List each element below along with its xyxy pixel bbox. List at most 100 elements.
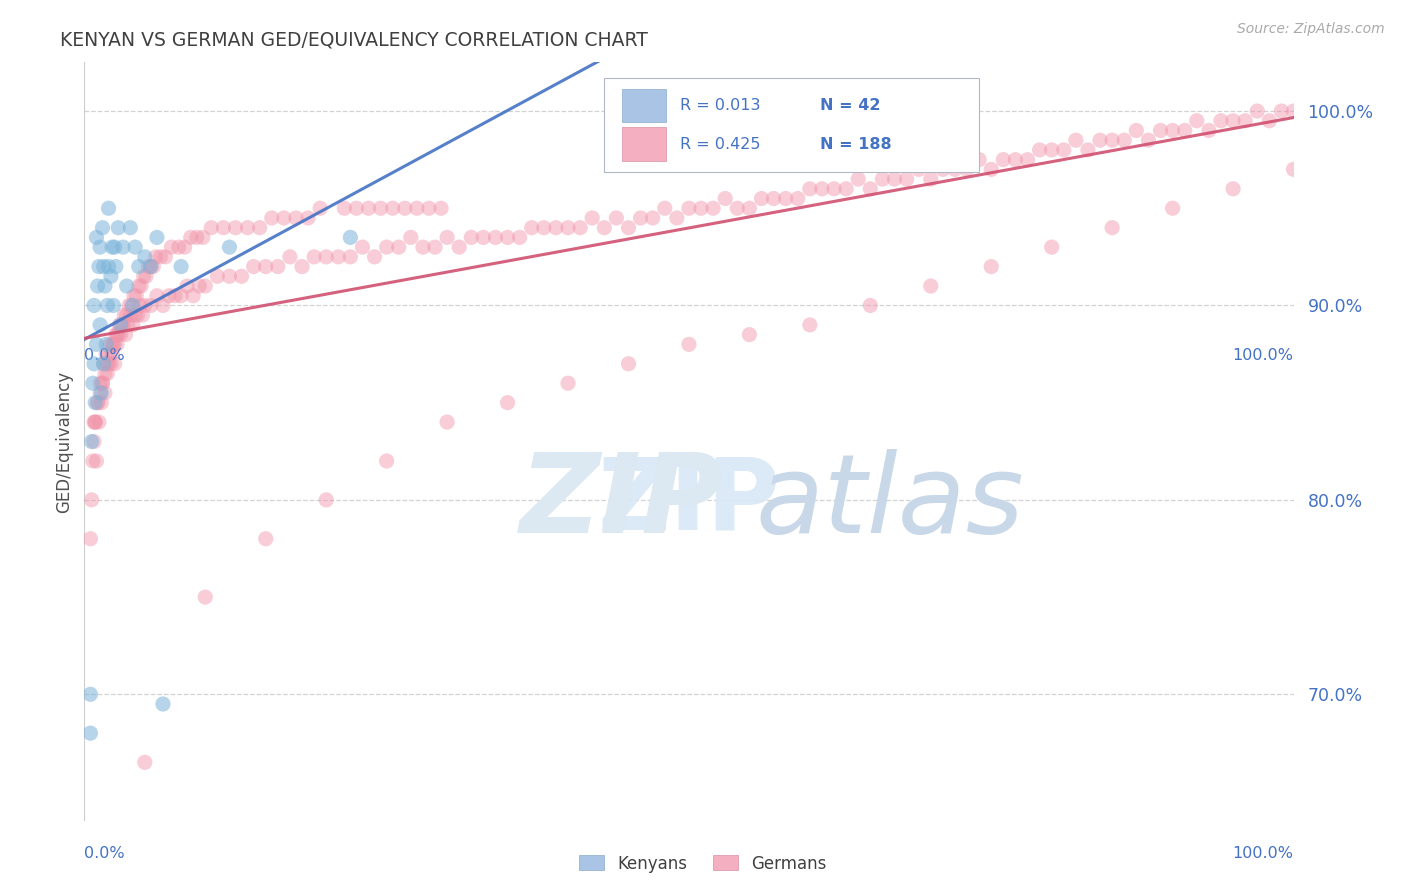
Text: R = 0.013: R = 0.013 <box>681 98 761 113</box>
Point <box>1064 133 1087 147</box>
Point <box>751 192 773 206</box>
Point <box>149 250 172 264</box>
Point <box>128 260 150 274</box>
Point <box>436 415 458 429</box>
Point <box>89 376 111 391</box>
Point <box>472 230 495 244</box>
Point <box>980 162 1002 177</box>
Point <box>93 357 115 371</box>
Point <box>86 395 108 409</box>
Point <box>328 250 350 264</box>
Point <box>83 434 105 449</box>
Point <box>101 337 124 351</box>
Point <box>83 415 105 429</box>
Point <box>1246 103 1268 118</box>
Point <box>1282 103 1305 118</box>
Point <box>1077 143 1099 157</box>
Point <box>956 162 979 177</box>
Point <box>738 201 761 215</box>
Point <box>134 756 156 770</box>
Point <box>94 279 117 293</box>
Point <box>86 395 108 409</box>
Point <box>112 308 135 322</box>
Point <box>165 289 187 303</box>
Point <box>207 269 229 284</box>
Point <box>932 162 955 177</box>
Point <box>1088 133 1111 147</box>
Point <box>200 220 222 235</box>
Point <box>107 220 129 235</box>
Point <box>394 201 416 215</box>
Point <box>181 289 204 303</box>
Point <box>297 211 319 225</box>
Point <box>218 269 240 284</box>
Point <box>399 230 422 244</box>
Point <box>114 327 136 342</box>
Point <box>520 220 543 235</box>
Point <box>544 220 567 235</box>
Point <box>533 220 555 235</box>
Point <box>84 415 107 429</box>
Point <box>254 532 277 546</box>
Text: ZIP: ZIP <box>598 454 780 550</box>
Point <box>120 220 142 235</box>
Point <box>107 327 129 342</box>
Point <box>100 269 122 284</box>
Point <box>231 269 253 284</box>
Point <box>104 260 127 274</box>
Point <box>1198 123 1220 137</box>
Point <box>138 260 160 274</box>
Text: 100.0%: 100.0% <box>1233 348 1294 363</box>
Point <box>86 279 108 293</box>
Point <box>96 298 118 312</box>
Point <box>167 240 190 254</box>
Point <box>678 337 700 351</box>
FancyBboxPatch shape <box>623 128 666 161</box>
Point <box>315 492 337 507</box>
Point <box>225 220 247 235</box>
Point <box>557 376 579 391</box>
Point <box>967 153 990 167</box>
Point <box>110 327 132 342</box>
Point <box>665 211 688 225</box>
Point <box>155 250 177 264</box>
Point <box>436 230 458 244</box>
Point <box>1017 153 1039 167</box>
Point <box>134 298 156 312</box>
Point <box>103 337 125 351</box>
Y-axis label: GED/Equivalency: GED/Equivalency <box>55 370 73 513</box>
Text: N = 42: N = 42 <box>820 98 880 113</box>
Point <box>357 201 380 215</box>
Point <box>94 337 117 351</box>
Point <box>157 289 180 303</box>
Point <box>145 250 167 264</box>
Point <box>1125 123 1147 137</box>
Point <box>110 318 132 332</box>
Point <box>91 376 114 391</box>
Point <box>86 454 108 468</box>
Point <box>89 386 111 401</box>
Text: ZIPatlas: ZIPatlas <box>491 454 887 550</box>
Point <box>811 182 834 196</box>
Point <box>139 298 162 312</box>
Point <box>943 162 966 177</box>
Point <box>79 532 101 546</box>
Point <box>920 172 942 186</box>
Point <box>115 308 138 322</box>
Point <box>218 240 240 254</box>
Point <box>370 201 392 215</box>
Point <box>242 260 264 274</box>
Point <box>605 211 627 225</box>
Point <box>188 279 211 293</box>
Point <box>630 211 652 225</box>
Point <box>1282 162 1305 177</box>
Point <box>94 386 117 401</box>
Point <box>104 240 127 254</box>
Text: 0.0%: 0.0% <box>84 846 125 861</box>
Point <box>91 376 114 391</box>
Point <box>617 220 640 235</box>
Point <box>89 240 111 254</box>
Point <box>593 220 616 235</box>
Point <box>87 415 110 429</box>
Point <box>124 240 146 254</box>
